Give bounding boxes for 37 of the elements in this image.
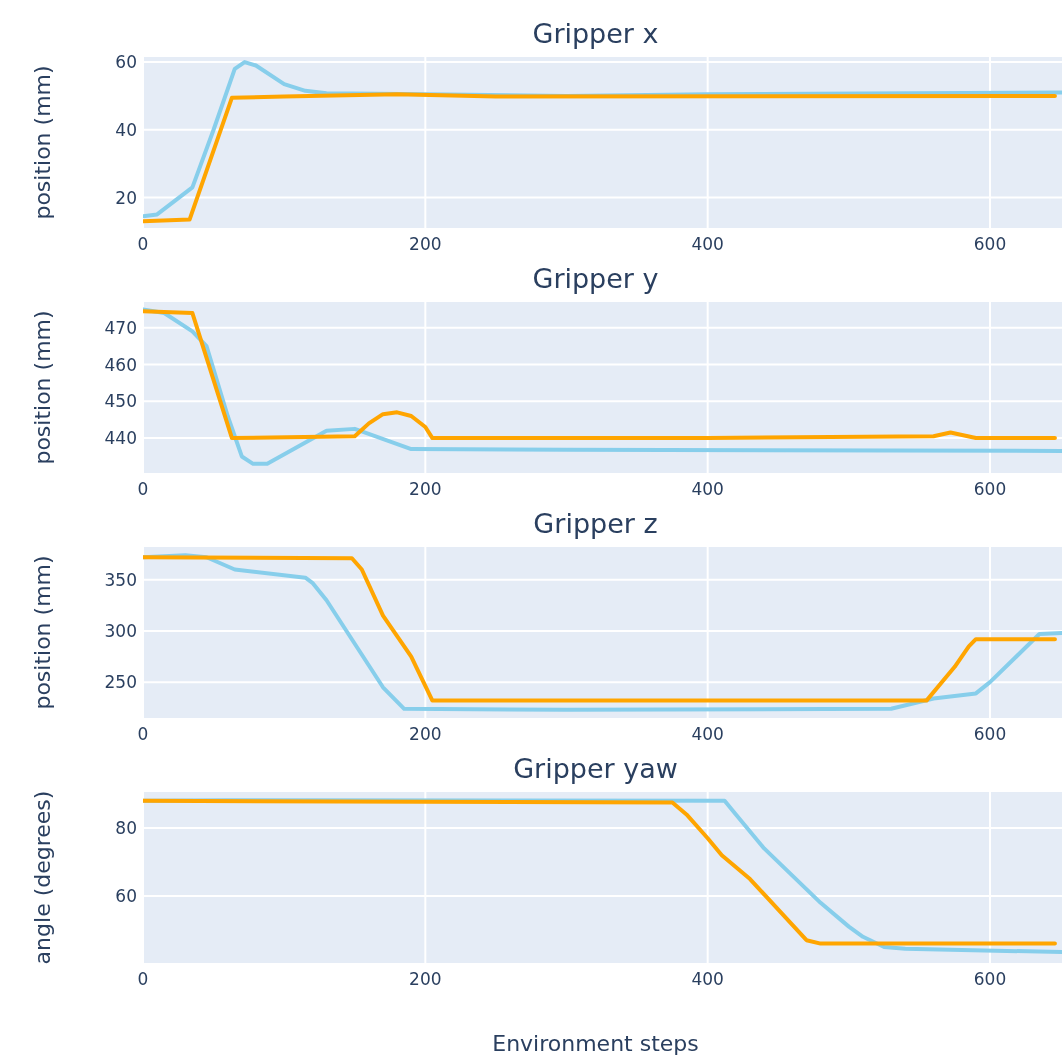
y-tick-label: 300 [104,620,137,641]
x-tick-label: 200 [409,724,442,744]
x-tick-label: 0 [137,969,149,989]
x-tick-label: 200 [409,234,442,254]
chart-title: Gripper z [533,508,658,539]
chart-title: Gripper y [532,263,659,294]
x-tick-label: 200 [409,479,442,499]
x-tick-label: 600 [973,234,1007,254]
y-tick-label: 60 [115,886,137,907]
y-tick-label: 440 [104,428,137,449]
y-axis-title: position (mm) [30,65,55,220]
x-tick-label: 400 [691,969,724,989]
x-tick-label: 0 [137,479,149,499]
y-tick-label: 450 [104,391,137,412]
x-tick-label: 0 [137,724,149,744]
y-axis-title: position (mm) [30,310,55,465]
y-axis-title: angle (degrees) [30,790,55,965]
y-tick-label: 20 [115,187,137,208]
y-tick-label: 350 [104,569,137,590]
y-tick-label: 60 [115,52,137,73]
y-tick-label: 460 [104,354,137,375]
y-tick-label: 250 [104,672,137,693]
y-tick-label: 470 [104,317,137,338]
y-tick-label: 80 [115,818,137,839]
x-tick-label: 0 [137,234,149,254]
chart-title: Gripper x [532,18,659,49]
x-tick-label: 400 [691,234,724,254]
y-axis-title: position (mm) [30,555,55,710]
x-tick-label: 200 [409,969,442,989]
x-tick-label: 400 [691,479,724,499]
chart-title: Gripper yaw [513,753,678,784]
x-tick-label: 600 [973,479,1007,499]
x-tick-label: 600 [973,724,1007,744]
x-tick-label: 600 [973,969,1007,989]
x-tick-label: 400 [691,724,724,744]
y-tick-label: 40 [115,119,137,140]
x-axis-title: Environment steps [492,1031,699,1056]
